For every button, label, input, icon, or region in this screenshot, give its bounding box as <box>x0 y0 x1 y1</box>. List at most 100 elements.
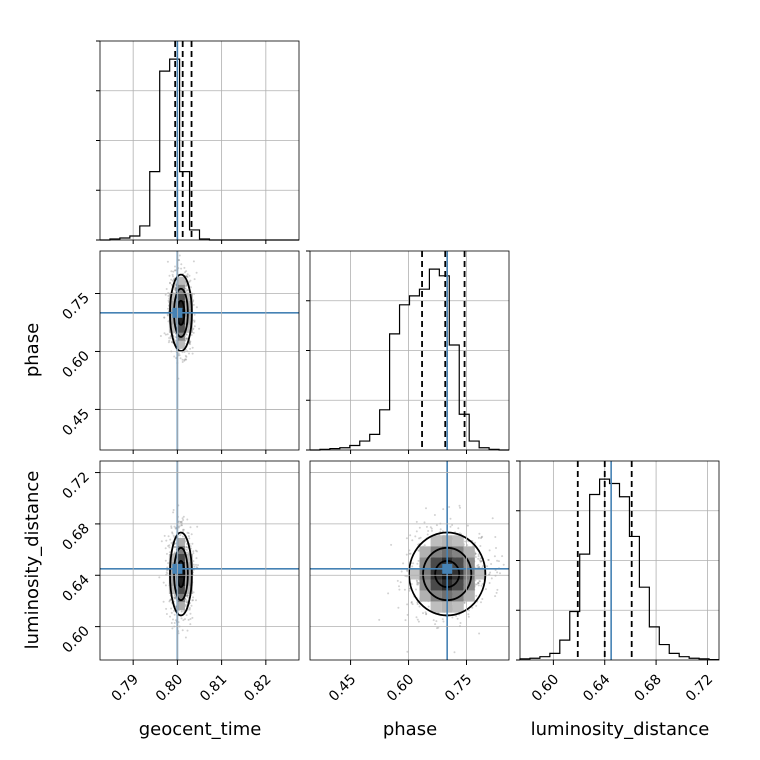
sample-point <box>169 598 172 601</box>
sample-point <box>173 551 176 554</box>
sample-point <box>491 517 494 520</box>
sample-point <box>189 545 192 548</box>
sample-point <box>405 537 408 540</box>
sample-point <box>173 525 176 528</box>
density-cell <box>184 553 193 562</box>
sample-point <box>192 260 195 263</box>
density-cell <box>463 546 475 558</box>
sample-point <box>496 571 499 574</box>
sample-point <box>466 524 469 527</box>
density-cell <box>176 553 185 562</box>
y-tick-label-luminosity_distance-0.60: 0.60 <box>59 623 92 656</box>
sample-point <box>196 525 199 528</box>
sample-point <box>184 271 186 274</box>
sample-point <box>481 583 484 585</box>
density-cell <box>176 300 185 309</box>
sample-point <box>433 514 436 516</box>
sample-point <box>410 601 413 604</box>
sample-point <box>172 509 175 511</box>
histogram-step-luminosity_distance <box>519 478 719 661</box>
sample-point <box>195 566 198 569</box>
sample-point <box>416 580 419 583</box>
labels: geocent_time phase luminosity_distance p… <box>22 323 709 740</box>
sample-point <box>187 618 190 621</box>
sample-point <box>475 583 478 586</box>
sample-point <box>174 336 177 339</box>
sample-point <box>177 520 180 523</box>
sample-point <box>191 346 194 349</box>
sample-point <box>178 525 181 528</box>
sample-point <box>474 552 477 555</box>
density-cell <box>176 569 185 578</box>
sample-point <box>476 564 479 567</box>
density-cell <box>176 585 185 594</box>
sample-point <box>163 316 166 319</box>
sample-point <box>177 526 180 529</box>
sample-point <box>463 601 466 604</box>
sample-point <box>418 537 421 540</box>
sample-point <box>467 613 470 616</box>
sample-point <box>169 538 172 541</box>
sample-point <box>416 601 419 604</box>
sample-point <box>174 287 177 290</box>
sample-point <box>178 354 181 357</box>
truth-marker <box>442 563 453 574</box>
x-tick-label-geocent_time-0.79: 0.79 <box>109 672 142 705</box>
sample-point <box>185 358 188 361</box>
sample-point <box>167 294 170 297</box>
x-tick-label-phase-0.60: 0.60 <box>384 672 417 705</box>
sample-point <box>186 518 189 521</box>
sample-point <box>449 525 452 528</box>
sample-point <box>416 562 419 565</box>
sample-point <box>495 547 497 549</box>
sample-point <box>480 560 483 562</box>
sample-point <box>189 526 192 529</box>
sample-point <box>455 615 458 617</box>
sample-point <box>488 549 491 552</box>
sample-point <box>435 620 438 623</box>
sample-point <box>193 325 196 328</box>
x-tick-label-geocent_time-0.80: 0.80 <box>153 672 186 705</box>
sample-point <box>459 622 462 624</box>
sample-point <box>170 607 173 610</box>
scatter-frame-luminosity_distance-vs-geocent_time <box>99 460 300 661</box>
sample-point <box>471 606 474 609</box>
sample-point <box>171 273 174 276</box>
sample-point <box>192 303 195 306</box>
sample-point <box>173 355 176 358</box>
sample-point <box>168 600 171 603</box>
sample-point <box>436 627 438 630</box>
sample-point <box>439 528 442 531</box>
sample-point <box>502 563 505 566</box>
sample-point <box>185 355 188 358</box>
density-cell <box>176 316 185 325</box>
sample-point <box>187 594 189 597</box>
sample-point <box>416 583 419 586</box>
sample-point <box>189 279 192 282</box>
sample-point <box>467 615 470 618</box>
x-tick-label-luminosity_distance-0.64: 0.64 <box>580 671 613 704</box>
sample-point <box>179 357 182 360</box>
sample-point <box>442 620 445 623</box>
histogram-panel-geocent_time <box>96 40 299 241</box>
sample-point <box>182 515 185 518</box>
sample-point <box>173 286 176 289</box>
sample-point <box>178 254 181 257</box>
sample-point <box>171 279 174 282</box>
histogram-panel-luminosity_distance <box>516 460 719 661</box>
sample-point <box>170 278 173 281</box>
sample-point <box>179 521 182 524</box>
sample-point <box>163 316 166 319</box>
sample-point <box>480 560 483 563</box>
sample-point <box>182 530 184 533</box>
sample-point <box>477 553 480 556</box>
sample-point <box>182 528 185 531</box>
sample-point <box>186 531 189 534</box>
sample-point <box>189 343 192 346</box>
sample-point <box>185 275 188 278</box>
sample-point <box>451 616 454 619</box>
sample-point <box>174 269 176 272</box>
sample-point <box>458 504 461 507</box>
sample-point <box>160 540 163 543</box>
sample-point <box>417 559 420 562</box>
